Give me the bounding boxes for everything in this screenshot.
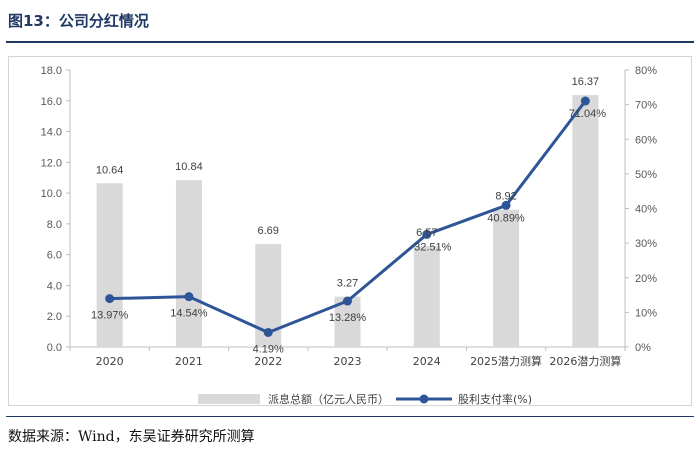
- legend: 派息总额（亿元人民币） 股利支付率(%): [198, 392, 532, 406]
- legend-line-marker: [419, 394, 429, 404]
- bar-dividend-2024: [413, 245, 440, 347]
- x-category-label: 2025潜力测算: [470, 354, 542, 368]
- right-tick-label: 30%: [635, 238, 657, 250]
- payout-value-label: 4.19%: [253, 343, 284, 355]
- payout-point-2024: [422, 229, 432, 239]
- line-group: [105, 96, 590, 337]
- source-note: 数据来源：Wind，东吴证券研究所测算: [8, 429, 255, 445]
- x-category-label: 2023: [334, 355, 362, 368]
- x-category-label: 2024: [413, 355, 441, 368]
- bar-value-label: 10.64: [96, 164, 124, 176]
- left-tick-label: 8.0: [47, 219, 62, 231]
- left-tick-label: 18.0: [41, 65, 62, 77]
- bar-dividend-2020: [96, 183, 123, 347]
- payout-value-label: 14.54%: [170, 308, 208, 320]
- left-tick-label: 0.0: [47, 342, 62, 354]
- payout-point-2021: [184, 292, 194, 302]
- left-tick-label: 10.0: [41, 188, 62, 200]
- bar-value-label: 10.84: [175, 161, 203, 173]
- title-rule: [6, 41, 694, 43]
- payout-point-2026潜力测算: [580, 96, 590, 106]
- left-tick-label: 2.0: [47, 311, 62, 323]
- bar-value-label: 6.69: [258, 225, 279, 237]
- right-tick-label: 60%: [635, 134, 657, 146]
- axes-group: 0.0 2.0 4.0 6.0 8.0 10.0 12.0 14.0 16.0 18.0 0% 10%…: [41, 65, 658, 368]
- payout-point-2025潜力测算: [501, 200, 511, 210]
- legend-line-label: 股利支付率(%): [458, 392, 532, 406]
- legend-bar-label: 派息总额（亿元人民币）: [268, 392, 389, 406]
- payout-value-label: 71.04%: [569, 108, 607, 120]
- x-category-label: 2021: [175, 355, 203, 368]
- right-tick-label: 70%: [635, 100, 657, 112]
- payout-point-2023: [343, 296, 352, 306]
- right-tick-label: 50%: [635, 169, 657, 181]
- left-tick-label: 16.0: [41, 96, 62, 108]
- payout-value-label: 32.51%: [414, 241, 452, 253]
- payout-point-2020: [105, 294, 115, 304]
- right-tick-label: 10%: [635, 307, 657, 319]
- right-tick-label: 20%: [635, 273, 657, 285]
- chart-frame: [8, 56, 692, 406]
- legend-bar-swatch: [198, 394, 260, 404]
- payout-value-label: 13.97%: [91, 310, 129, 322]
- left-tick-label: 12.0: [41, 157, 62, 169]
- bar-dividend-2025潜力测算: [493, 209, 520, 347]
- right-tick-label: 0%: [635, 342, 651, 354]
- payout-point-2022: [263, 327, 273, 337]
- x-category-label: 2022: [254, 355, 282, 368]
- left-tick-label: 4.0: [47, 280, 62, 292]
- right-tick-label: 80%: [635, 65, 657, 77]
- x-category-label: 2020: [96, 355, 124, 368]
- bar-value-label: 16.37: [572, 76, 600, 88]
- left-tick-label: 14.0: [41, 127, 62, 139]
- payout-value-label: 40.89%: [487, 212, 525, 224]
- data-labels-group: 10.64 10.84 6.69 3.27 6.57 8.92 16.37 13.97% 14.…: [91, 76, 606, 355]
- left-tick-label: 6.0: [47, 250, 62, 262]
- source-rule: [6, 416, 694, 417]
- right-tick-label: 40%: [635, 204, 657, 216]
- x-category-label: 2026潜力测算: [549, 354, 621, 368]
- figure-title: 图13：公司分红情况: [8, 12, 149, 30]
- bar-dividend-2026潜力测算: [572, 95, 599, 347]
- bar-value-label: 8.92: [495, 191, 516, 203]
- bar-value-label: 6.57: [416, 227, 437, 239]
- bar-dividend-2021: [175, 180, 202, 347]
- payout-value-label: 13.28%: [329, 312, 367, 324]
- bar-value-label: 3.27: [337, 278, 358, 290]
